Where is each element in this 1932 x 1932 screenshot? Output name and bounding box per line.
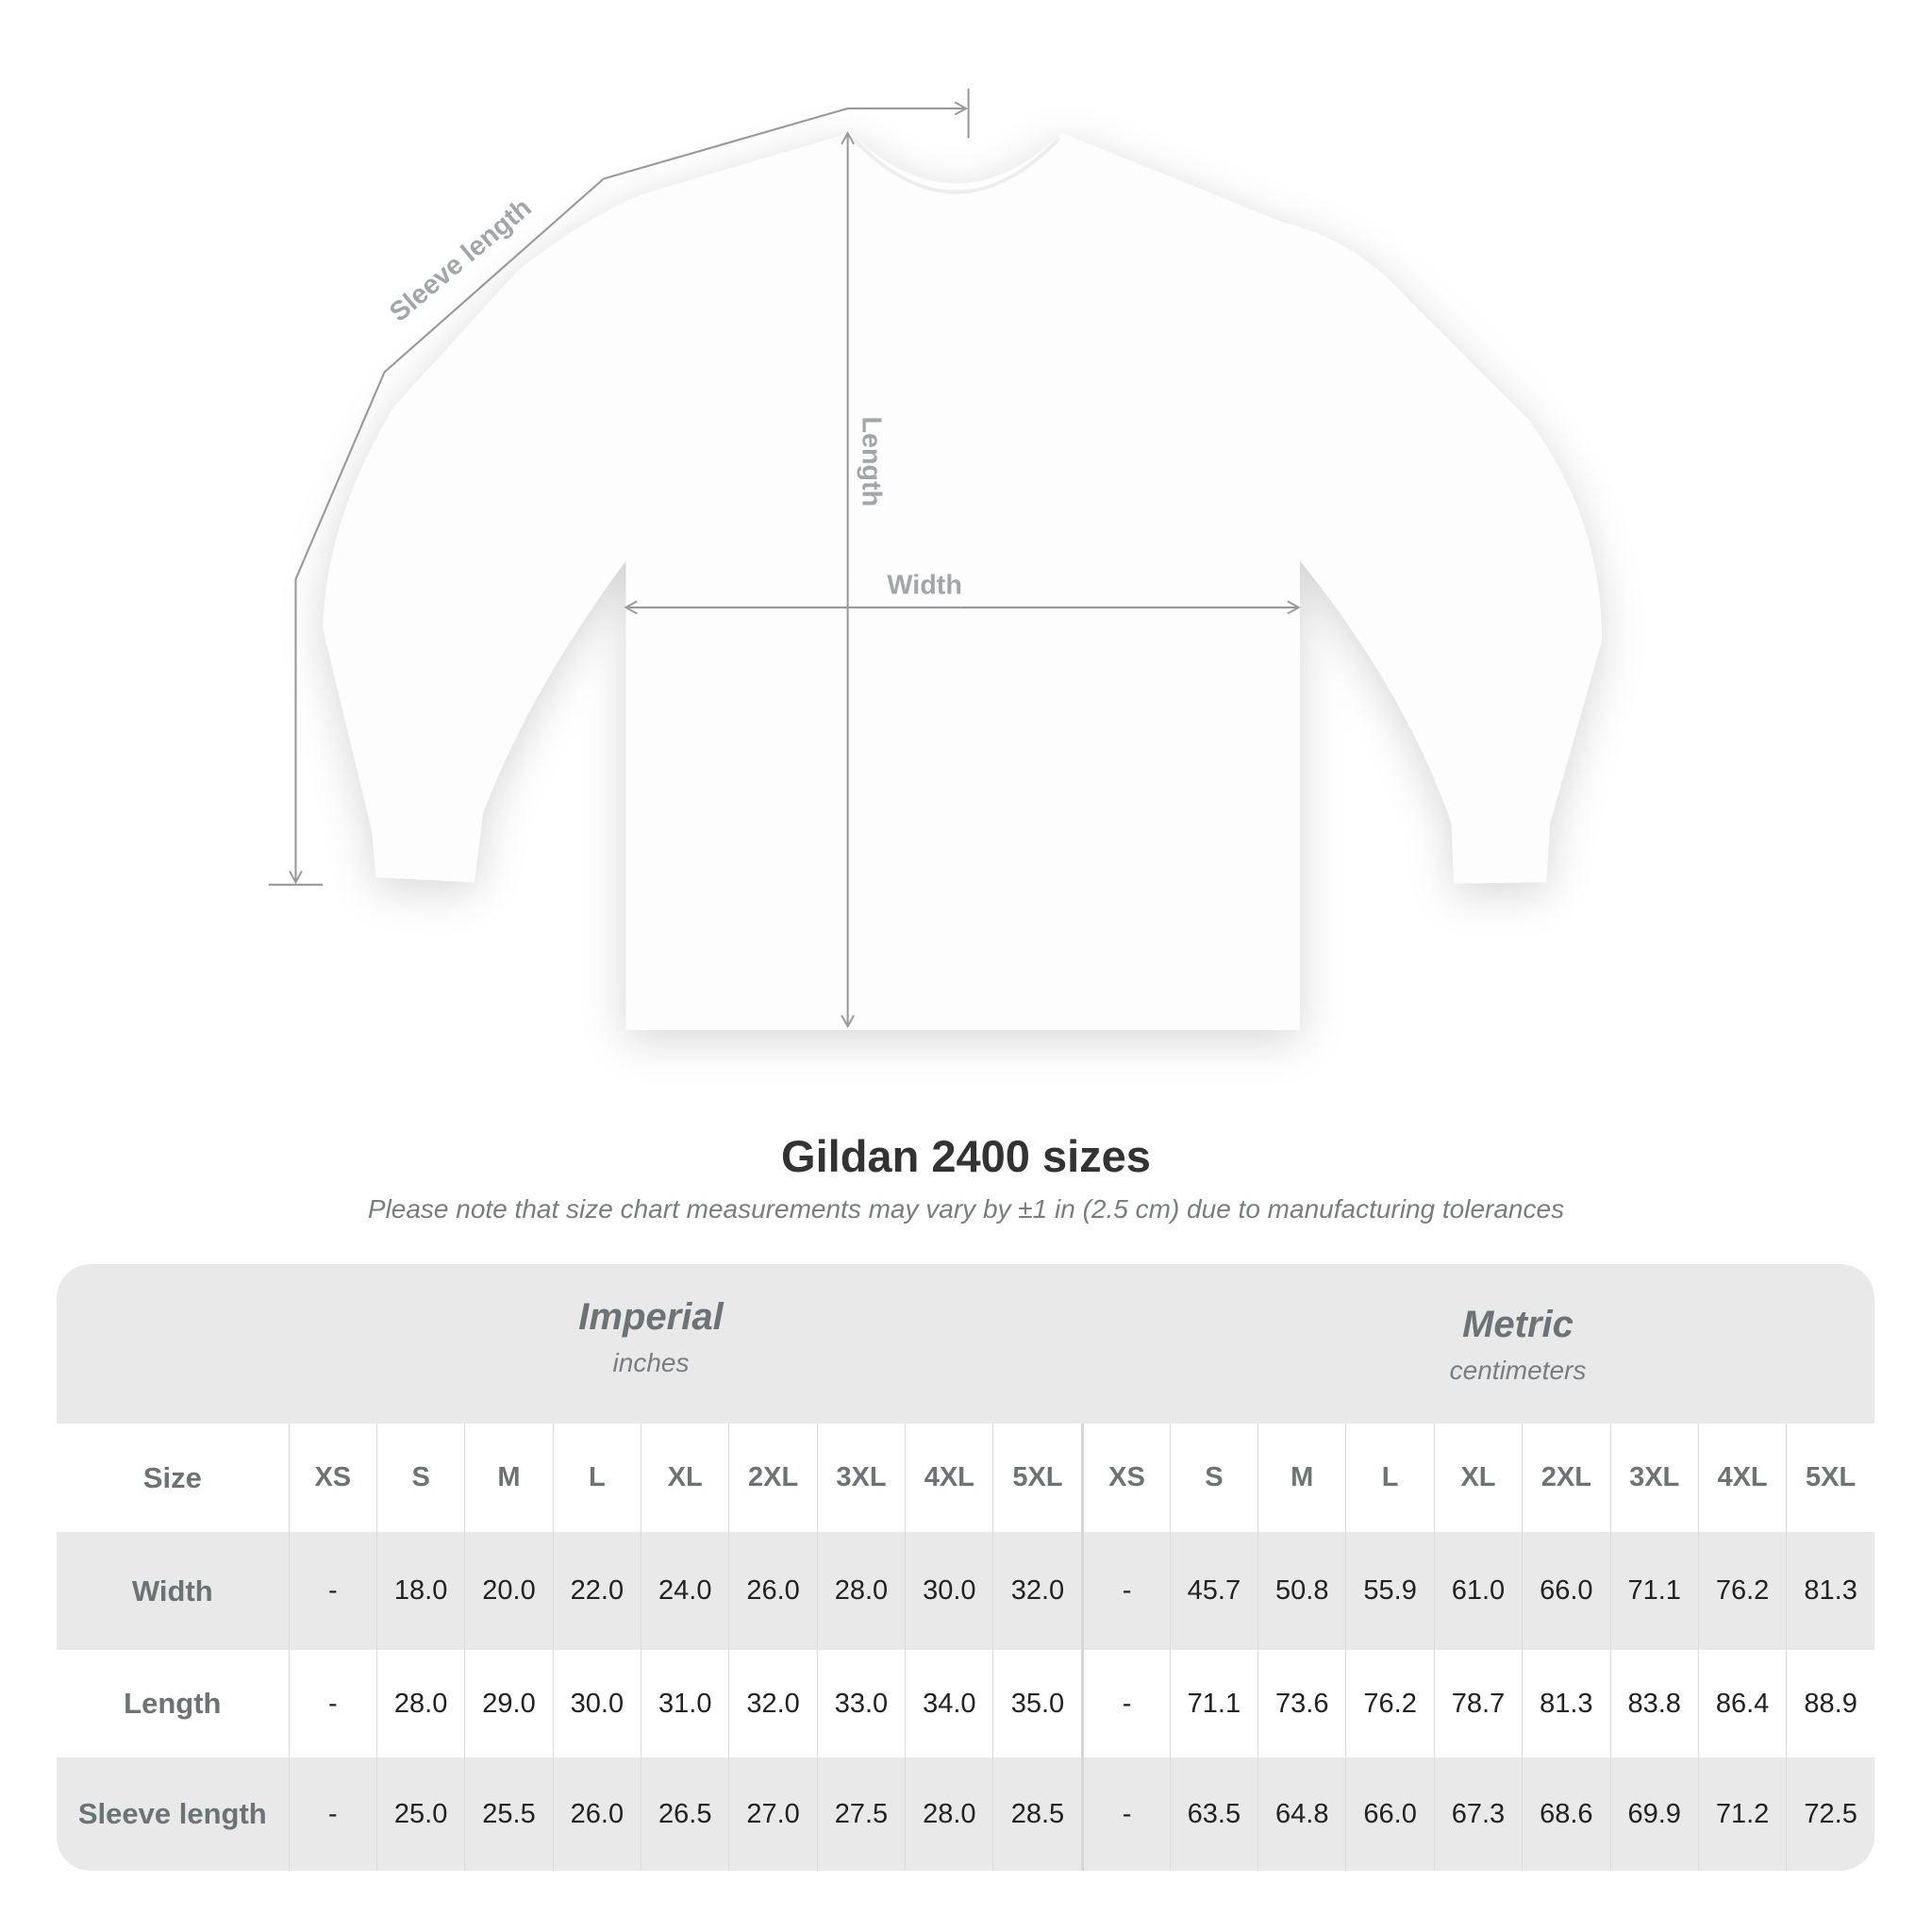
- metric-value-cell: -: [1081, 1532, 1169, 1650]
- metric-size-3xl: 3XL: [1609, 1424, 1698, 1532]
- metric-unit: centimeters: [1449, 1356, 1587, 1385]
- metric-header: Metric centimeters: [1235, 1304, 1801, 1386]
- metric-value-cell: 68.6: [1522, 1757, 1609, 1871]
- imperial-title: Imperial: [578, 1296, 724, 1338]
- measure-lines: [268, 89, 1301, 1029]
- imperial-unit: inches: [612, 1348, 690, 1377]
- metric-value-cell: 45.7: [1169, 1532, 1257, 1650]
- metric-value-cell: 86.4: [1697, 1650, 1786, 1757]
- imperial-value-cell: 25.5: [464, 1757, 552, 1871]
- imperial-value-cell: 34.0: [905, 1650, 992, 1757]
- imperial-value-cell: 35.0: [992, 1650, 1081, 1757]
- metric-value-cell: 81.3: [1786, 1532, 1874, 1650]
- imperial-value-cell: 29.0: [464, 1650, 552, 1757]
- metric-size-xl: XL: [1433, 1424, 1522, 1532]
- length-label: Length: [856, 416, 886, 507]
- metric-value-cell: 66.0: [1522, 1532, 1609, 1650]
- imperial-size-s: S: [375, 1424, 464, 1532]
- row-label: Sleeve length: [77, 1797, 267, 1830]
- metric-value-cell: 83.8: [1609, 1650, 1698, 1757]
- metric-value-cell: 64.8: [1257, 1757, 1345, 1871]
- imperial-value-cell: 20.0: [464, 1532, 552, 1650]
- imperial-value-cell: 28.0: [816, 1532, 905, 1650]
- metric-value-cell: 67.3: [1433, 1757, 1522, 1871]
- metric-value-cell: 71.2: [1697, 1757, 1786, 1871]
- imperial-size-3xl: 3XL: [816, 1424, 905, 1532]
- metric-value-cell: 63.5: [1169, 1757, 1257, 1871]
- metric-size-xs: XS: [1081, 1424, 1169, 1532]
- metric-value-cell: 78.7: [1433, 1650, 1522, 1757]
- imperial-value-cell: 32.0: [728, 1650, 816, 1757]
- metric-value-cell: -: [1081, 1650, 1169, 1757]
- metric-size-4xl: 4XL: [1697, 1424, 1786, 1532]
- imperial-value-cell: -: [288, 1757, 376, 1871]
- metric-value-cell: 88.9: [1786, 1650, 1874, 1757]
- metric-value-cell: 66.0: [1345, 1757, 1433, 1871]
- imperial-value-cell: -: [288, 1532, 376, 1650]
- imperial-value-cell: 18.0: [375, 1532, 464, 1650]
- imperial-value-cell: 30.0: [905, 1532, 992, 1650]
- page-title: Gildan 2400 sizes: [781, 1131, 1151, 1181]
- metric-value-cell: 81.3: [1522, 1650, 1609, 1757]
- metric-value-cell: 72.5: [1786, 1757, 1874, 1871]
- imperial-value-cell: 27.0: [728, 1757, 816, 1871]
- metric-size-l: L: [1345, 1424, 1433, 1532]
- size-header-row: Size XS S M L XL 2XL 3XL 4XL 5XL XS S M L XL 2XL 3XL 4XL 5…: [57, 1424, 1874, 1532]
- tolerance-note: Please note that size chart measurements…: [367, 1194, 1565, 1224]
- metric-value-cell: 71.1: [1169, 1650, 1257, 1757]
- table-row-sleeve-length: Sleeve length -25.0 25.5 26.0 26.5 27.0 27.5 28…: [57, 1757, 1874, 1871]
- metric-value-cell: 76.2: [1697, 1532, 1786, 1650]
- metric-size-5xl: 5XL: [1786, 1424, 1874, 1532]
- imperial-size-l: L: [552, 1424, 641, 1532]
- imperial-value-cell: 22.0: [552, 1532, 641, 1650]
- imperial-value-cell: 26.0: [552, 1757, 641, 1871]
- metric-value-cell: 76.2: [1345, 1650, 1433, 1757]
- imperial-value-cell: 33.0: [816, 1650, 905, 1757]
- size-label: Size: [142, 1460, 202, 1494]
- metric-value-cell: -: [1081, 1757, 1169, 1871]
- imperial-size-xs: XS: [288, 1424, 376, 1532]
- imperial-value-cell: 28.0: [375, 1650, 464, 1757]
- metric-value-cell: 50.8: [1257, 1532, 1345, 1650]
- metric-value-cell: 55.9: [1345, 1532, 1433, 1650]
- imperial-value-cell: 28.0: [905, 1757, 992, 1871]
- imperial-size-m: M: [464, 1424, 552, 1532]
- table-row-width: Width -18.0 20.0 22.0 24.0 26.0 28.0 30.0 32.0-4…: [57, 1532, 1874, 1650]
- metric-title: Metric: [1462, 1304, 1574, 1345]
- imperial-size-4xl: 4XL: [905, 1424, 992, 1532]
- collar: [851, 136, 1061, 194]
- imperial-header: Imperial inches: [368, 1296, 934, 1378]
- imperial-value-cell: 30.0: [552, 1650, 641, 1757]
- row-label: Width: [131, 1574, 213, 1607]
- imperial-size-5xl: 5XL: [992, 1424, 1081, 1532]
- imperial-value-cell: 31.0: [641, 1650, 728, 1757]
- imperial-value-cell: 26.5: [641, 1757, 728, 1871]
- imperial-value-cell: 25.0: [375, 1757, 464, 1871]
- metric-value-cell: 73.6: [1257, 1650, 1345, 1757]
- metric-size-m: M: [1257, 1424, 1345, 1532]
- metric-size-2xl: 2XL: [1522, 1424, 1609, 1532]
- shirt-shape: [323, 133, 1602, 1030]
- imperial-value-cell: 26.0: [728, 1532, 816, 1650]
- table-row-length: Length -28.0 29.0 30.0 31.0 32.0 33.0 34.0 35.0-…: [57, 1650, 1874, 1757]
- imperial-size-xl: XL: [641, 1424, 728, 1532]
- width-label: Width: [887, 571, 961, 601]
- metric-value-cell: 71.1: [1609, 1532, 1698, 1650]
- metric-value-cell: 69.9: [1609, 1757, 1698, 1871]
- imperial-value-cell: -: [288, 1650, 376, 1757]
- size-table: Imperial inches Metric centimeters Size X…: [57, 1264, 1874, 1871]
- imperial-size-2xl: 2XL: [728, 1424, 816, 1532]
- imperial-value-cell: 28.5: [992, 1757, 1081, 1871]
- imperial-value-cell: 32.0: [992, 1532, 1081, 1650]
- metric-value-cell: 61.0: [1433, 1532, 1522, 1650]
- imperial-value-cell: 27.5: [816, 1757, 905, 1871]
- row-label: Length: [124, 1687, 222, 1720]
- imperial-value-cell: 24.0: [641, 1532, 728, 1650]
- metric-size-s: S: [1169, 1424, 1257, 1532]
